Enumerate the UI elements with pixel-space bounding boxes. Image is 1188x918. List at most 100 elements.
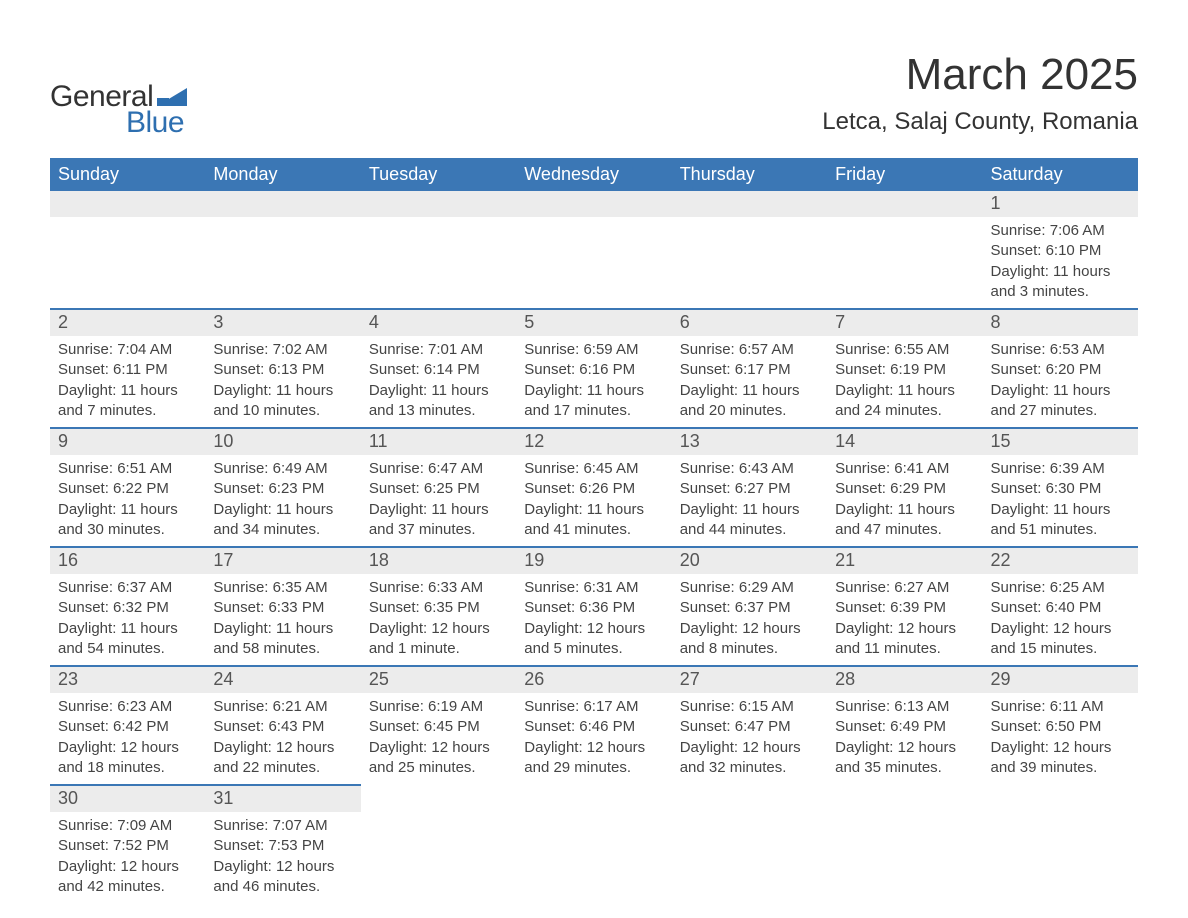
sunrise-text: Sunrise: 7:01 AM (369, 340, 508, 360)
calendar-cell: 12Sunrise: 6:45 AMSunset: 6:26 PMDayligh… (516, 428, 671, 547)
sunrise-text: Sunrise: 6:13 AM (835, 697, 974, 717)
weekday-header: Wednesday (516, 158, 671, 191)
daylight-text-1: Daylight: 12 hours (213, 857, 352, 877)
calendar-cell (516, 785, 671, 903)
day-body (50, 217, 205, 287)
sunset-text: Sunset: 6:32 PM (58, 598, 197, 618)
day-body: Sunrise: 6:37 AMSunset: 6:32 PMDaylight:… (50, 574, 205, 665)
daylight-text-2: and 47 minutes. (835, 520, 974, 540)
daylight-text-2: and 29 minutes. (524, 758, 663, 778)
day-number: 4 (361, 310, 516, 336)
day-number (50, 191, 205, 217)
sunset-text: Sunset: 6:11 PM (58, 360, 197, 380)
daylight-text-1: Daylight: 12 hours (213, 738, 352, 758)
daylight-text-2: and 32 minutes. (680, 758, 819, 778)
calendar-cell: 5Sunrise: 6:59 AMSunset: 6:16 PMDaylight… (516, 309, 671, 428)
daylight-text-1: Daylight: 11 hours (58, 619, 197, 639)
day-body (516, 811, 671, 881)
calendar-cell: 9Sunrise: 6:51 AMSunset: 6:22 PMDaylight… (50, 428, 205, 547)
day-body: Sunrise: 6:27 AMSunset: 6:39 PMDaylight:… (827, 574, 982, 665)
calendar-cell (516, 191, 671, 309)
weekday-header: Tuesday (361, 158, 516, 191)
day-body (827, 217, 982, 287)
calendar-cell: 1Sunrise: 7:06 AMSunset: 6:10 PMDaylight… (983, 191, 1138, 309)
day-number: 15 (983, 429, 1138, 455)
day-number: 7 (827, 310, 982, 336)
day-body: Sunrise: 6:59 AMSunset: 6:16 PMDaylight:… (516, 336, 671, 427)
sunrise-text: Sunrise: 6:27 AM (835, 578, 974, 598)
calendar-cell: 19Sunrise: 6:31 AMSunset: 6:36 PMDayligh… (516, 547, 671, 666)
daylight-text-1: Daylight: 11 hours (369, 500, 508, 520)
day-body: Sunrise: 6:15 AMSunset: 6:47 PMDaylight:… (672, 693, 827, 784)
logo: General Blue (50, 50, 187, 140)
day-number: 14 (827, 429, 982, 455)
daylight-text-1: Daylight: 12 hours (680, 619, 819, 639)
weekday-row: SundayMondayTuesdayWednesdayThursdayFrid… (50, 158, 1138, 191)
day-number: 9 (50, 429, 205, 455)
day-number: 20 (672, 548, 827, 574)
daylight-text-2: and 8 minutes. (680, 639, 819, 659)
day-number: 17 (205, 548, 360, 574)
sunrise-text: Sunrise: 6:55 AM (835, 340, 974, 360)
weekday-header: Saturday (983, 158, 1138, 191)
daylight-text-1: Daylight: 12 hours (369, 738, 508, 758)
day-number: 30 (50, 786, 205, 812)
daylight-text-1: Daylight: 12 hours (524, 738, 663, 758)
sunset-text: Sunset: 6:14 PM (369, 360, 508, 380)
weekday-header: Sunday (50, 158, 205, 191)
sunrise-text: Sunrise: 6:45 AM (524, 459, 663, 479)
sunset-text: Sunset: 6:17 PM (680, 360, 819, 380)
calendar-cell: 8Sunrise: 6:53 AMSunset: 6:20 PMDaylight… (983, 309, 1138, 428)
day-number (516, 785, 671, 811)
day-number: 13 (672, 429, 827, 455)
sunrise-text: Sunrise: 6:43 AM (680, 459, 819, 479)
sunrise-text: Sunrise: 7:04 AM (58, 340, 197, 360)
daylight-text-2: and 35 minutes. (835, 758, 974, 778)
daylight-text-2: and 41 minutes. (524, 520, 663, 540)
sunset-text: Sunset: 6:22 PM (58, 479, 197, 499)
day-number: 23 (50, 667, 205, 693)
daylight-text-1: Daylight: 12 hours (991, 619, 1130, 639)
sunset-text: Sunset: 6:13 PM (213, 360, 352, 380)
daylight-text-1: Daylight: 11 hours (58, 500, 197, 520)
daylight-text-1: Daylight: 11 hours (58, 381, 197, 401)
calendar-cell (361, 785, 516, 903)
calendar-cell: 10Sunrise: 6:49 AMSunset: 6:23 PMDayligh… (205, 428, 360, 547)
day-number: 22 (983, 548, 1138, 574)
daylight-text-1: Daylight: 11 hours (524, 381, 663, 401)
daylight-text-1: Daylight: 11 hours (991, 381, 1130, 401)
day-body (672, 811, 827, 881)
daylight-text-2: and 13 minutes. (369, 401, 508, 421)
day-number: 11 (361, 429, 516, 455)
calendar-cell (672, 191, 827, 309)
day-body: Sunrise: 6:33 AMSunset: 6:35 PMDaylight:… (361, 574, 516, 665)
calendar-cell: 14Sunrise: 6:41 AMSunset: 6:29 PMDayligh… (827, 428, 982, 547)
calendar-head: SundayMondayTuesdayWednesdayThursdayFrid… (50, 158, 1138, 191)
day-body: Sunrise: 7:06 AMSunset: 6:10 PMDaylight:… (983, 217, 1138, 308)
sunrise-text: Sunrise: 7:07 AM (213, 816, 352, 836)
calendar-body: 1Sunrise: 7:06 AMSunset: 6:10 PMDaylight… (50, 191, 1138, 903)
daylight-text-2: and 20 minutes. (680, 401, 819, 421)
daylight-text-1: Daylight: 12 hours (58, 738, 197, 758)
day-body: Sunrise: 6:43 AMSunset: 6:27 PMDaylight:… (672, 455, 827, 546)
daylight-text-2: and 30 minutes. (58, 520, 197, 540)
sunset-text: Sunset: 6:20 PM (991, 360, 1130, 380)
calendar-cell: 13Sunrise: 6:43 AMSunset: 6:27 PMDayligh… (672, 428, 827, 547)
sunset-text: Sunset: 6:27 PM (680, 479, 819, 499)
day-number (516, 191, 671, 217)
sunset-text: Sunset: 6:45 PM (369, 717, 508, 737)
calendar-cell: 31Sunrise: 7:07 AMSunset: 7:53 PMDayligh… (205, 785, 360, 903)
daylight-text-2: and 1 minute. (369, 639, 508, 659)
day-number (983, 785, 1138, 811)
sunset-text: Sunset: 6:35 PM (369, 598, 508, 618)
calendar-cell (361, 191, 516, 309)
day-body: Sunrise: 6:11 AMSunset: 6:50 PMDaylight:… (983, 693, 1138, 784)
daylight-text-2: and 7 minutes. (58, 401, 197, 421)
sunrise-text: Sunrise: 6:19 AM (369, 697, 508, 717)
sunrise-text: Sunrise: 6:47 AM (369, 459, 508, 479)
sunrise-text: Sunrise: 6:23 AM (58, 697, 197, 717)
day-number: 6 (672, 310, 827, 336)
daylight-text-1: Daylight: 12 hours (835, 738, 974, 758)
sunset-text: Sunset: 6:33 PM (213, 598, 352, 618)
day-body: Sunrise: 7:07 AMSunset: 7:53 PMDaylight:… (205, 812, 360, 903)
